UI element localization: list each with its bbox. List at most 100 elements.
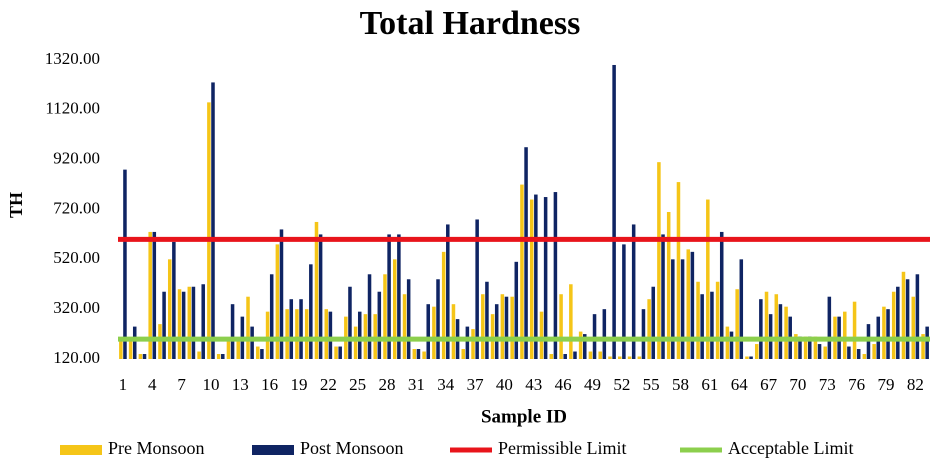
bar — [827, 296, 832, 359]
y-axis-label: TH — [6, 192, 26, 218]
legend-label: Acceptable Limit — [728, 438, 853, 458]
bar — [745, 356, 749, 359]
bar — [657, 162, 661, 359]
y-tick-label: 920.00 — [53, 149, 100, 168]
bar — [367, 274, 372, 359]
bar — [618, 356, 622, 359]
bar — [686, 249, 691, 359]
bar — [422, 351, 426, 359]
x-tick-label: 13 — [232, 375, 249, 394]
bar — [226, 339, 231, 359]
x-tick-label: 16 — [261, 375, 278, 394]
bar — [925, 326, 929, 359]
bar — [334, 346, 338, 359]
bar — [529, 199, 534, 359]
bar — [798, 336, 802, 359]
x-axis-label: Sample ID — [481, 406, 567, 427]
bar — [295, 309, 299, 359]
x-tick-label: 70 — [789, 375, 806, 394]
x-tick-label: 4 — [148, 375, 157, 394]
x-tick-label: 76 — [848, 375, 865, 394]
bar — [187, 286, 192, 359]
bar — [534, 194, 538, 359]
bar — [778, 304, 783, 359]
bar — [794, 334, 798, 359]
x-tick-label: 46 — [555, 375, 572, 394]
bar — [764, 291, 769, 359]
bar — [647, 299, 651, 359]
y-tick-label: 720.00 — [53, 198, 100, 217]
x-tick-label: 19 — [290, 375, 307, 394]
bar — [520, 184, 524, 359]
bar — [314, 221, 319, 359]
x-tick-label: 55 — [643, 375, 660, 394]
bar — [465, 326, 470, 359]
chart-title: Total Hardness — [360, 5, 581, 42]
bar — [446, 224, 450, 359]
bar — [543, 197, 548, 359]
bar — [494, 304, 499, 359]
bar — [749, 356, 753, 359]
bar — [177, 289, 182, 359]
legend-swatch — [60, 445, 102, 455]
x-tick-label: 73 — [819, 375, 836, 394]
bar — [123, 169, 127, 359]
bar — [627, 356, 632, 359]
bar — [207, 102, 211, 359]
bar — [680, 259, 685, 359]
bar — [285, 309, 289, 359]
bar — [891, 291, 896, 359]
bar — [471, 329, 475, 359]
bar — [759, 299, 763, 359]
x-tick-label: 37 — [467, 375, 485, 394]
bar — [710, 291, 714, 359]
bar — [181, 291, 186, 359]
x-tick-label: 61 — [701, 375, 718, 394]
bar — [119, 339, 123, 359]
bar — [754, 344, 759, 359]
bar — [524, 147, 528, 359]
bar — [608, 356, 612, 359]
bar — [510, 296, 514, 359]
bar — [637, 356, 642, 359]
bar — [911, 296, 916, 359]
bar — [676, 182, 681, 359]
bar — [383, 274, 387, 359]
legend-label: Post Monsoon — [300, 438, 404, 458]
bar — [622, 244, 626, 359]
bar — [563, 354, 567, 359]
bar — [612, 64, 616, 359]
bar — [813, 336, 818, 359]
bar — [921, 334, 925, 359]
bar — [500, 294, 505, 359]
bar — [432, 306, 436, 359]
bar — [387, 234, 391, 359]
bar — [882, 306, 886, 359]
bar — [265, 311, 270, 359]
bar — [216, 354, 221, 359]
x-tick-label: 79 — [877, 375, 894, 394]
bar — [236, 339, 240, 359]
bar — [598, 351, 602, 359]
bar — [784, 306, 788, 359]
bar — [416, 349, 421, 359]
x-tick-label: 52 — [613, 375, 630, 394]
bar — [602, 309, 607, 359]
bar — [843, 311, 847, 359]
bar — [862, 354, 867, 359]
bar — [896, 286, 900, 359]
bar — [250, 326, 254, 359]
bar — [774, 294, 779, 359]
x-tick-label: 64 — [731, 375, 749, 394]
y-tick-label: 1320.00 — [45, 49, 100, 68]
bar — [725, 326, 730, 359]
x-tick-label: 67 — [760, 375, 778, 394]
bar — [436, 279, 440, 359]
y-tick-label: 120.00 — [53, 348, 100, 367]
bar — [715, 281, 720, 359]
bar — [318, 234, 323, 359]
bar — [706, 199, 710, 359]
x-tick-label: 25 — [349, 375, 366, 394]
bar — [269, 274, 274, 359]
